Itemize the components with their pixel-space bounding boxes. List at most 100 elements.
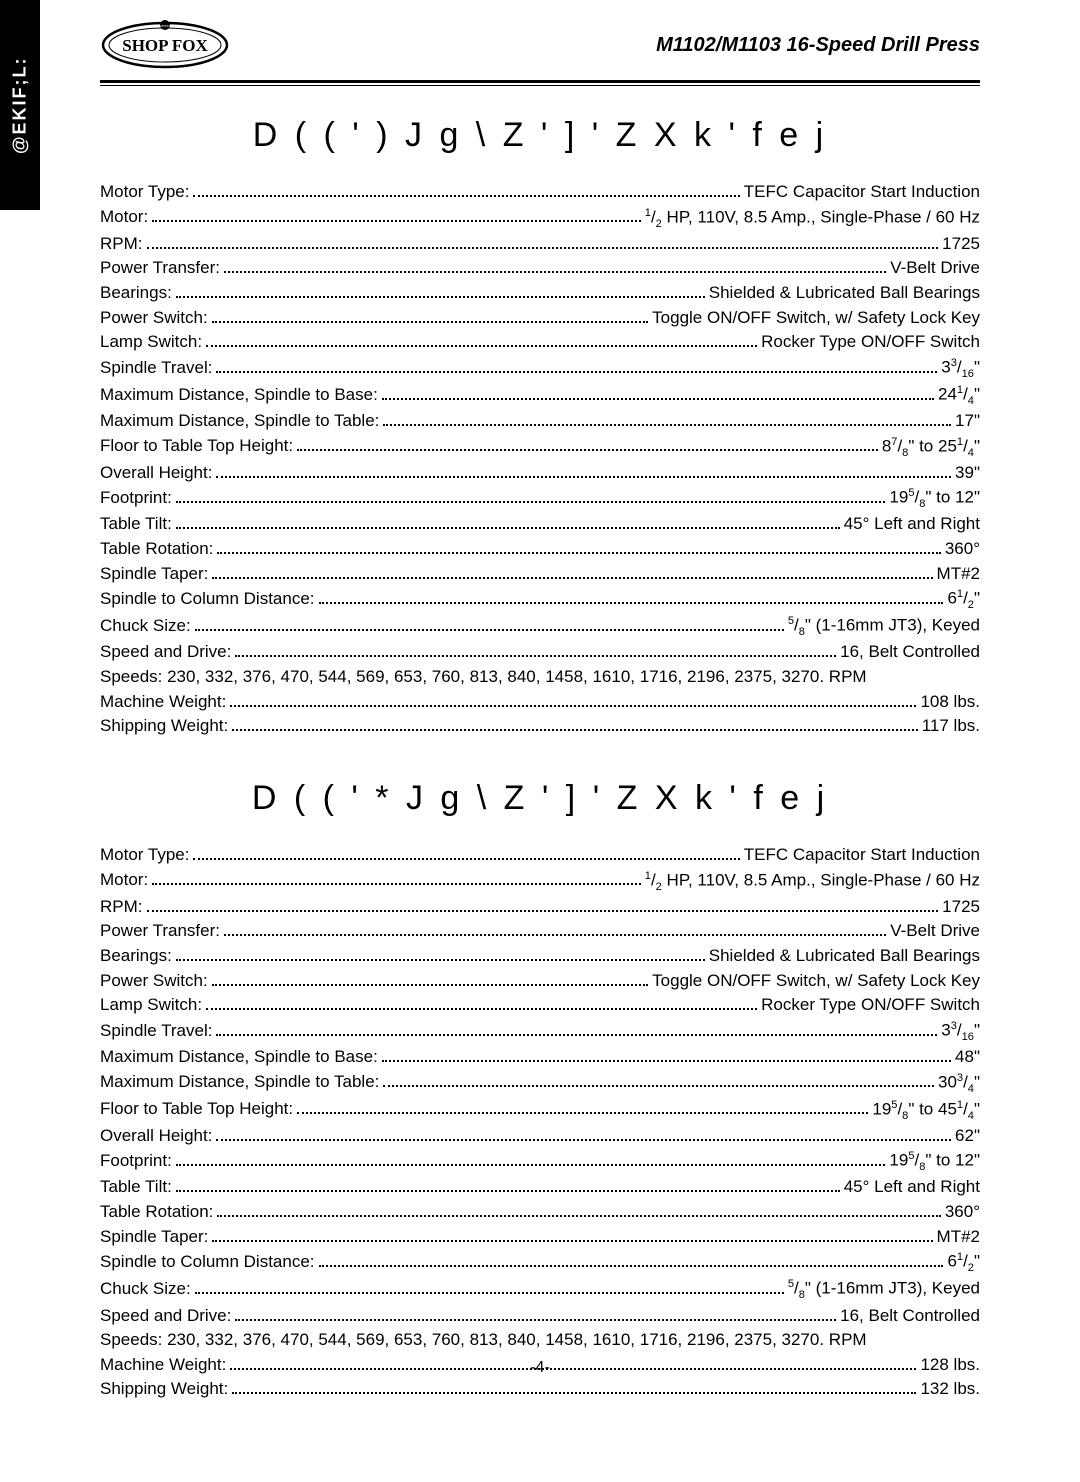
leader-dots: [206, 1008, 757, 1010]
spec-label: Overall Height:: [100, 1124, 212, 1149]
leader-dots: [217, 1215, 940, 1217]
header: SHOP FOX WOODSTOCK M1102/M1103 16-Speed …: [100, 20, 980, 70]
spec-label: Spindle Taper:: [100, 1225, 208, 1250]
leader-dots: [382, 1060, 951, 1062]
leader-dots: [216, 1139, 951, 1141]
spec-value: 45° Left and Right: [844, 512, 980, 537]
spec-line: Shipping Weight: 117 lbs.: [100, 714, 980, 739]
spec-line: Power Switch:Toggle ON/OFF Switch, w/ Sa…: [100, 969, 980, 994]
spec-label: Shipping Weight:: [100, 714, 228, 739]
spec-value: Rocker Type ON/OFF Switch: [761, 330, 980, 355]
leader-dots: [297, 1112, 868, 1114]
spec-line: Machine Weight:108 lbs.: [100, 690, 980, 715]
spec-line: Footprint:195/8" to 12": [100, 485, 980, 512]
leader-dots: [176, 1190, 840, 1192]
leader-dots: [176, 527, 840, 529]
leader-dots: [195, 1292, 784, 1294]
spec-label: Maximum Distance, Spindle to Table:: [100, 1070, 379, 1095]
leader-dots: [147, 910, 939, 912]
spec-line: Power Switch:Toggle ON/OFF Switch, w/ Sa…: [100, 306, 980, 331]
spec-label: Table Tilt:: [100, 512, 172, 537]
leader-dots: [235, 1319, 836, 1321]
spec-label: Power Transfer:: [100, 256, 220, 281]
spec-full-line: Speeds: 230, 332, 376, 470, 544, 569, 65…: [100, 665, 980, 690]
spec-label: Power Transfer:: [100, 919, 220, 944]
page-content: SHOP FOX WOODSTOCK M1102/M1103 16-Speed …: [0, 0, 1080, 1482]
spec-block: Motor Type:TEFC Capacitor Start Inductio…: [100, 180, 980, 739]
spec-label: Motor Type:: [100, 843, 189, 868]
spec-label: RPM:: [100, 232, 143, 257]
leader-dots: [297, 449, 878, 451]
spec-value: 1/2 HP, 110V, 8.5 Amp., Single-Phase / 6…: [645, 205, 980, 232]
spec-full-line: Speeds: 230, 332, 376, 470, 544, 569, 65…: [100, 1328, 980, 1353]
leader-dots: [217, 552, 940, 554]
leader-dots: [176, 296, 705, 298]
spec-value: 117 lbs.: [922, 714, 980, 739]
leader-dots: [193, 195, 739, 197]
leader-dots: [224, 271, 886, 273]
svg-text:WOODSTOCK: WOODSTOCK: [155, 24, 175, 28]
leader-dots: [193, 858, 739, 860]
leader-dots: [382, 398, 934, 400]
leader-dots: [152, 220, 641, 222]
leader-dots: [232, 1392, 916, 1394]
page-number: -4-: [0, 1359, 1080, 1377]
spec-value: 1/2 HP, 110V, 8.5 Amp., Single-Phase / 6…: [645, 868, 980, 895]
document-title: M1102/M1103 16-Speed Drill Press: [656, 34, 980, 57]
spec-value: MT#2: [937, 562, 980, 587]
leader-dots: [152, 883, 641, 885]
spec-line: Table Tilt: 45° Left and Right: [100, 512, 980, 537]
spec-value: 132 lbs.: [920, 1377, 980, 1402]
leader-dots: [216, 1034, 937, 1036]
spec-value: TEFC Capacitor Start Induction: [744, 180, 980, 205]
spec-value: 16, Belt Controlled: [840, 640, 980, 665]
spec-value: V-Belt Drive: [890, 919, 980, 944]
spec-value: 17": [955, 409, 980, 434]
spec-label: Footprint:: [100, 1149, 172, 1174]
spec-label: RPM:: [100, 895, 143, 920]
leader-dots: [319, 602, 944, 604]
spec-label: Lamp Switch:: [100, 993, 202, 1018]
spec-value: TEFC Capacitor Start Induction: [744, 843, 980, 868]
spec-label: Lamp Switch:: [100, 330, 202, 355]
spec-line: Floor to Table Top Height:87/8" to 251/4…: [100, 434, 980, 461]
spec-line: Motor:1/2 HP, 110V, 8.5 Amp., Single-Pha…: [100, 205, 980, 232]
spec-value: Shielded & Lubricated Ball Bearings: [709, 944, 980, 969]
leader-dots: [206, 345, 757, 347]
spec-value: Toggle ON/OFF Switch, w/ Safety Lock Key: [652, 969, 980, 994]
spec-line: RPM:1725: [100, 895, 980, 920]
spec-label: Spindle Travel:: [100, 356, 212, 381]
spec-line: Maximum Distance, Spindle to Table:17": [100, 409, 980, 434]
spec-label: Footprint:: [100, 486, 172, 511]
section-title: D ( ( ' * J g \ Z ' ] ' Z X k ' f e j: [100, 779, 980, 818]
spec-label: Floor to Table Top Height:: [100, 434, 293, 459]
spec-label: Spindle to Column Distance:: [100, 1250, 315, 1275]
leader-dots: [230, 705, 916, 707]
spec-line: Spindle Taper:MT#2: [100, 1225, 980, 1250]
spec-value: 62": [955, 1124, 980, 1149]
leader-dots: [235, 655, 836, 657]
spec-value: 61/2": [947, 586, 980, 613]
spec-line: Power Transfer:V-Belt Drive: [100, 256, 980, 281]
spec-label: Power Switch:: [100, 306, 208, 331]
spec-line: Chuck Size:5/8" (1-16mm JT3), Keyed: [100, 613, 980, 640]
section-title: D ( ( ' ) J g \ Z ' ] ' Z X k ' f e j: [100, 116, 980, 155]
spec-line: Overall Height:39": [100, 461, 980, 486]
spec-line: Spindle Travel:33/16": [100, 355, 980, 382]
leader-dots: [212, 577, 932, 579]
spec-line: Spindle Taper:MT#2: [100, 562, 980, 587]
spec-line: Table Tilt:45° Left and Right: [100, 1175, 980, 1200]
leader-dots: [176, 959, 705, 961]
leader-dots: [176, 1164, 886, 1166]
spec-line: Motor Type:TEFC Capacitor Start Inductio…: [100, 180, 980, 205]
spec-value: 16, Belt Controlled: [840, 1304, 980, 1329]
leader-dots: [383, 1085, 934, 1087]
spec-label: Shipping Weight:: [100, 1377, 228, 1402]
spec-value: 5/8" (1-16mm JT3), Keyed: [788, 1276, 980, 1303]
spec-value: 360°: [945, 537, 980, 562]
leader-dots: [216, 371, 937, 373]
svg-text:SHOP FOX: SHOP FOX: [122, 36, 208, 55]
spec-line: Maximum Distance, Spindle to Base:48": [100, 1045, 980, 1070]
spec-block: Motor Type: TEFC Capacitor Start Inductio…: [100, 843, 980, 1402]
spec-line: Motor:1/2 HP, 110V, 8.5 Amp., Single-Pha…: [100, 868, 980, 895]
